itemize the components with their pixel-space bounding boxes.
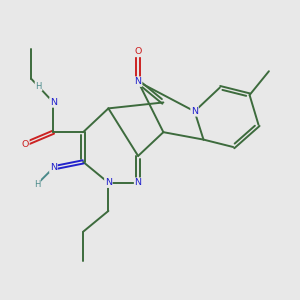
Text: O: O bbox=[134, 47, 142, 56]
Text: N: N bbox=[50, 163, 57, 172]
Text: N: N bbox=[50, 98, 57, 107]
Text: N: N bbox=[135, 77, 142, 86]
Text: N: N bbox=[135, 178, 142, 187]
Text: O: O bbox=[22, 140, 29, 148]
Text: N: N bbox=[105, 178, 112, 187]
Text: H: H bbox=[34, 180, 40, 189]
Text: N: N bbox=[191, 107, 198, 116]
Text: H: H bbox=[35, 82, 42, 91]
